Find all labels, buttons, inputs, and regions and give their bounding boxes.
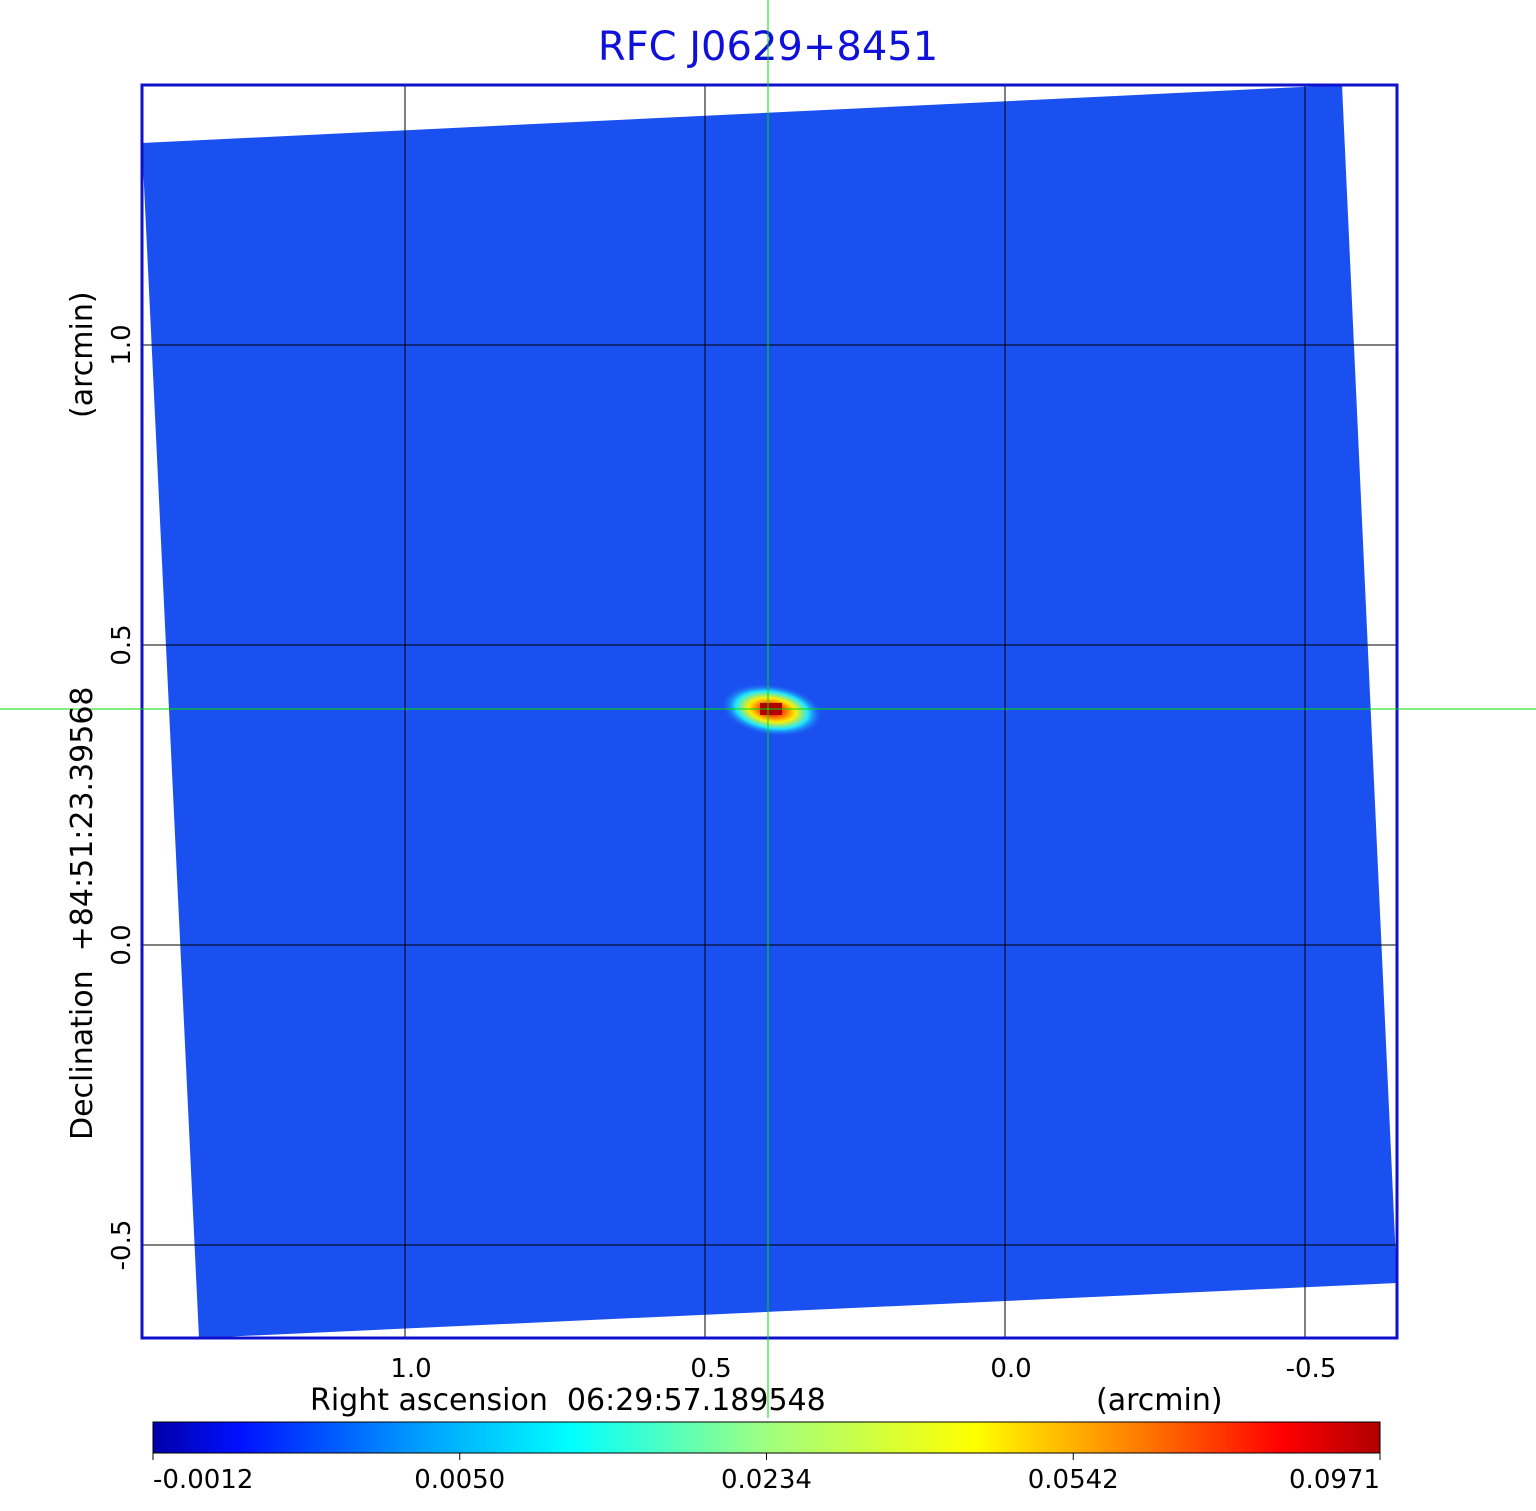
y-axis-unit: (arcmin) xyxy=(65,291,100,418)
x-axis-label: Right ascension 06:29:57.189548 xyxy=(310,1383,826,1418)
colorbar-tick-label: 0.0234 xyxy=(721,1465,812,1495)
colorbar-tick-label: 0.0971 xyxy=(1289,1465,1380,1495)
x-tick-label: 0.5 xyxy=(690,1354,731,1384)
y-tick-label: 1.0 xyxy=(107,324,137,365)
colorbar-tick-label: 0.0050 xyxy=(414,1465,505,1495)
y-tick-label: 0.5 xyxy=(107,624,137,665)
y-tick-label: 0.0 xyxy=(107,924,137,965)
x-axis-unit: (arcmin) xyxy=(1096,1383,1223,1418)
x-tick-label: 0.0 xyxy=(990,1354,1031,1384)
x-tick-label: 1.0 xyxy=(390,1354,431,1384)
y-axis-label: Declination +84:51:23.39568 xyxy=(65,686,100,1140)
plot-frame xyxy=(140,83,1399,1340)
colorbar-tick-label: 0.0542 xyxy=(1028,1465,1119,1495)
colorbar xyxy=(152,1421,1381,1454)
colorbar-tick-label: -0.0012 xyxy=(153,1465,253,1495)
x-tick-label: -0.5 xyxy=(1286,1354,1337,1384)
y-tick-label: -0.5 xyxy=(107,1220,137,1271)
